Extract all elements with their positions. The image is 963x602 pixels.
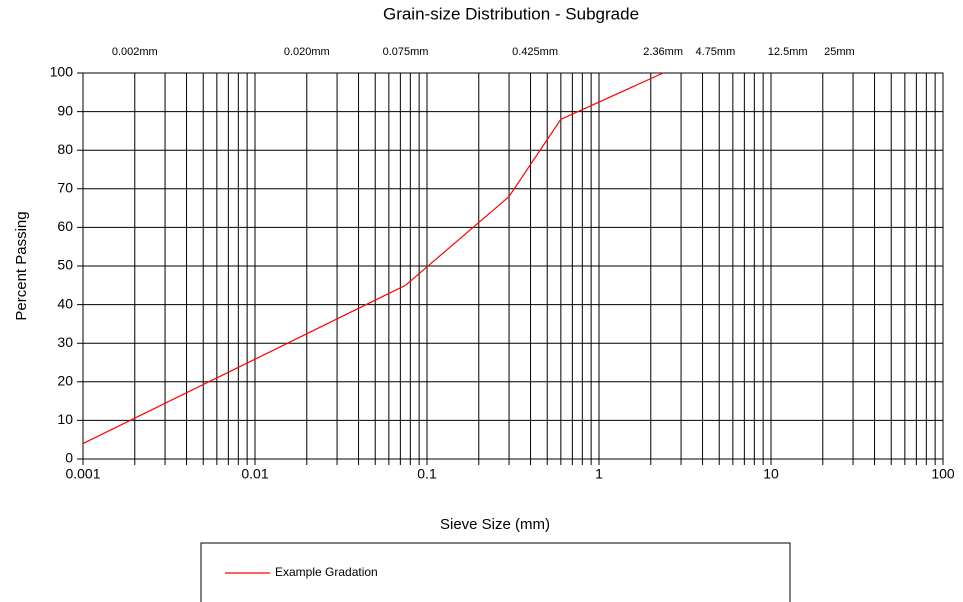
- x-tick-label: 0.01: [241, 466, 268, 482]
- x-tick-label: 1: [595, 466, 603, 482]
- annotation: 25mm: [824, 46, 855, 58]
- annotation: 2.36mm: [643, 46, 683, 58]
- y-tick-label: 20: [57, 373, 73, 389]
- annotation: 12.5mm: [768, 46, 808, 58]
- y-tick-label: 10: [57, 411, 73, 427]
- y-tick-label: 90: [57, 102, 73, 118]
- y-tick-label: 100: [50, 64, 74, 80]
- y-tick-label: 40: [57, 295, 73, 311]
- legend-label: Example Gradation: [275, 565, 378, 579]
- annotation: 0.075mm: [383, 46, 429, 58]
- x-tick-label: 0.1: [417, 466, 437, 482]
- annotation: 0.425mm: [512, 46, 558, 58]
- legend-box: [200, 542, 791, 602]
- x-tick-label: 0.001: [65, 466, 100, 482]
- x-tick-label: 100: [931, 466, 955, 482]
- annotation: 0.020mm: [284, 46, 330, 58]
- plot-frame: [82, 72, 944, 460]
- y-tick-label: 30: [57, 334, 73, 350]
- y-tick-label: 50: [57, 257, 73, 273]
- x-tick-label: 10: [763, 466, 779, 482]
- y-tick-label: 60: [57, 218, 73, 234]
- chart-title: Grain-size Distribution - Subgrade: [383, 4, 639, 23]
- y-tick-label: 0: [65, 450, 73, 466]
- annotation: 0.002mm: [112, 46, 158, 58]
- x-axis-label: Sieve Size (mm): [440, 516, 550, 533]
- annotation: 4.75mm: [696, 46, 736, 58]
- data-line: [82, 72, 664, 445]
- y-tick-label: 70: [57, 180, 73, 196]
- y-axis-label: Percent Passing: [13, 211, 30, 320]
- y-tick-label: 80: [57, 141, 73, 157]
